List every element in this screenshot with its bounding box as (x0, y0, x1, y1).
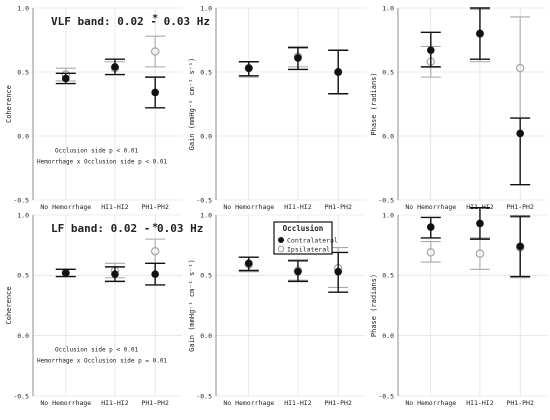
y-tick-label: 0.0 (382, 132, 394, 140)
y-tick-label: -0.5 (13, 392, 29, 400)
point-contralateral (516, 242, 524, 251)
x-tick-label: PH1-PH2 (506, 203, 533, 211)
point-contralateral (294, 267, 302, 276)
panel-lf-phase: -0.5 0.0 0.5 1.0 No Hemorrhage HI1-HI2 PH1-PH2… (370, 207, 547, 407)
y-tick-label: 0.5 (382, 272, 394, 280)
x-tick-label: No Hemorrhage (223, 203, 274, 211)
legend-label: Contralateral (287, 237, 338, 245)
plot-area (33, 215, 182, 396)
significance-star: * (152, 13, 158, 24)
point-contralateral (151, 270, 159, 278)
legend-label: Ipsilateral (287, 246, 330, 254)
x-tick-label: No Hemorrhage (40, 203, 91, 211)
stat-note: Hemorrhage x Occlusion side p < 0.01 (37, 159, 167, 166)
plot-area (216, 8, 365, 200)
legend-marker-contralateral (278, 237, 284, 243)
y-tick-label: 0.0 (200, 132, 212, 140)
y-tick-label: -0.5 (196, 392, 212, 400)
y-axis-label: Coherence (5, 287, 13, 325)
stat-note: Occlusion side p < 0.01 (55, 346, 138, 353)
point-contralateral (61, 74, 70, 83)
point-contralateral (426, 46, 435, 55)
x-tick-label: No Hemorrhage (40, 399, 91, 407)
y-tick-label: 0.5 (200, 272, 212, 280)
plot-area (398, 215, 547, 396)
point-contralateral (244, 64, 253, 72)
x-tick-label: No Hemorrhage (405, 399, 456, 407)
point-contralateral (151, 88, 159, 97)
panel-vlf-gain: -0.5 0.0 0.5 1.0 No Hemorrhage HI1-HI2 PH1-PH2… (188, 4, 365, 211)
x-tick-label: No Hemorrhage (405, 203, 456, 211)
y-tick-label: 0.5 (200, 68, 212, 76)
point-contralateral (476, 29, 484, 38)
point-ipsilateral (426, 248, 436, 257)
stat-note: Hemorrhage x Occlusion side p = 0.01 (37, 357, 167, 364)
point-ipsilateral (150, 47, 160, 56)
y-tick-label: 0.0 (17, 132, 29, 140)
stat-note: Occlusion side p < 0.01 (55, 148, 138, 155)
x-tick-label: HI1-HI2 (466, 399, 493, 407)
y-tick-label: 1.0 (382, 4, 394, 12)
x-tick-label: HI1-HI2 (284, 203, 311, 211)
significance-star: * (152, 222, 158, 233)
y-tick-label: 1.0 (17, 211, 29, 219)
y-axis-label: Phase (radians) (370, 274, 378, 337)
panel-title: VLF band: 0.02 - 0.03 Hz (51, 15, 210, 28)
point-ipsilateral (475, 249, 485, 258)
y-tick-label: 0.5 (17, 272, 29, 280)
y-axis-label: Coherence (5, 85, 13, 123)
point-contralateral (334, 267, 342, 276)
x-tick-label: HI1-HI2 (101, 399, 128, 407)
plot-area (33, 8, 182, 200)
x-tick-label: PH1-PH2 (324, 203, 351, 211)
x-tick-label: PH1-PH2 (141, 203, 168, 211)
point-contralateral (111, 270, 119, 278)
point-contralateral (476, 219, 484, 228)
legend-marker-ipsilateral (277, 245, 285, 253)
x-tick-label: PH1-PH2 (506, 399, 533, 407)
y-tick-label: 0.5 (17, 68, 29, 76)
point-contralateral (516, 129, 524, 138)
point-contralateral (111, 63, 119, 71)
point-contralateral (61, 269, 70, 277)
y-axis-label: Phase (radians) (370, 72, 378, 135)
point-contralateral (294, 54, 302, 62)
x-tick-label: PH1-PH2 (141, 399, 168, 407)
y-tick-label: 0.0 (200, 332, 212, 340)
plot-area (398, 8, 547, 200)
y-tick-label: 1.0 (382, 211, 394, 219)
point-contralateral (334, 68, 342, 76)
panel-title: LF band: 0.02 - 0.03 Hz (51, 222, 203, 235)
y-tick-label: 0.0 (382, 332, 394, 340)
y-tick-label: -0.5 (196, 196, 212, 204)
panel-vlf-coh: -0.5 0.0 0.5 1.0 No Hemorrhage HI1-HI2 PH1-PH2… (5, 4, 210, 211)
point-ipsilateral (515, 63, 525, 73)
x-tick-label: No Hemorrhage (223, 399, 274, 407)
panel-vlf-phase: -0.5 0.0 0.5 1.0 No Hemorrhage HI1-HI2 PH1-PH2… (370, 4, 547, 211)
panel-lf-coh: -0.5 0.0 0.5 1.0 No Hemorrhage HI1-HI2 PH1-PH2… (5, 211, 203, 407)
y-tick-label: 0.0 (17, 332, 29, 340)
y-tick-label: 0.5 (382, 68, 394, 76)
point-contralateral (244, 259, 253, 268)
legend-title: Occlusion (283, 224, 324, 233)
y-tick-label: 1.0 (200, 4, 212, 12)
x-tick-label: PH1-PH2 (324, 399, 351, 407)
x-tick-label: HI1-HI2 (466, 203, 493, 211)
y-axis-label: Gain (mmHg⁻¹ cm⁻¹ s⁻¹) (188, 259, 196, 352)
point-contralateral (426, 223, 435, 231)
x-tick-label: HI1-HI2 (284, 399, 311, 407)
y-tick-label: -0.5 (378, 392, 394, 400)
y-tick-label: 1.0 (200, 211, 212, 219)
y-tick-label: -0.5 (13, 196, 29, 204)
point-ipsilateral (150, 246, 160, 256)
x-tick-label: HI1-HI2 (101, 203, 128, 211)
y-tick-label: -0.5 (378, 196, 394, 204)
y-axis-label: Gain (mmHg⁻¹ cm⁻¹ s⁻¹) (188, 58, 196, 151)
y-tick-label: 1.0 (17, 4, 29, 12)
